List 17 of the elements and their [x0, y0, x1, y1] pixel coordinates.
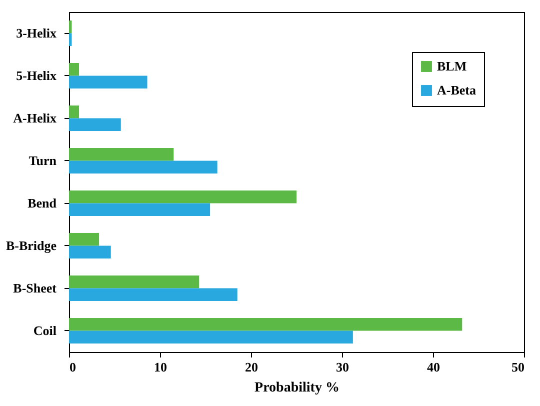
y-tick-label: Turn — [28, 152, 58, 168]
y-tick-label: Coil — [33, 322, 57, 338]
y-tick-label: Bend — [28, 195, 58, 210]
y-tick-label: B-Bridge — [6, 238, 57, 253]
y-tick-label: B-Sheet — [13, 280, 58, 296]
x-tick-label: 30 — [336, 360, 349, 374]
x-tick-label: 50 — [512, 360, 524, 374]
y-tick-label: A-Helix — [13, 110, 57, 126]
x-tick-label: 20 — [245, 360, 258, 374]
x-axis-title: Probability % — [254, 380, 340, 396]
x-tick-label: 0 — [70, 360, 76, 374]
legend-label: BLM — [437, 58, 467, 74]
y-tick-label: 5-Helix — [16, 68, 57, 83]
x-tick-label: 40 — [427, 360, 440, 374]
y-tick-label: 3-Helix — [16, 25, 57, 40]
legend-label: A-Beta — [437, 82, 476, 98]
x-tick-label: 10 — [154, 360, 167, 374]
